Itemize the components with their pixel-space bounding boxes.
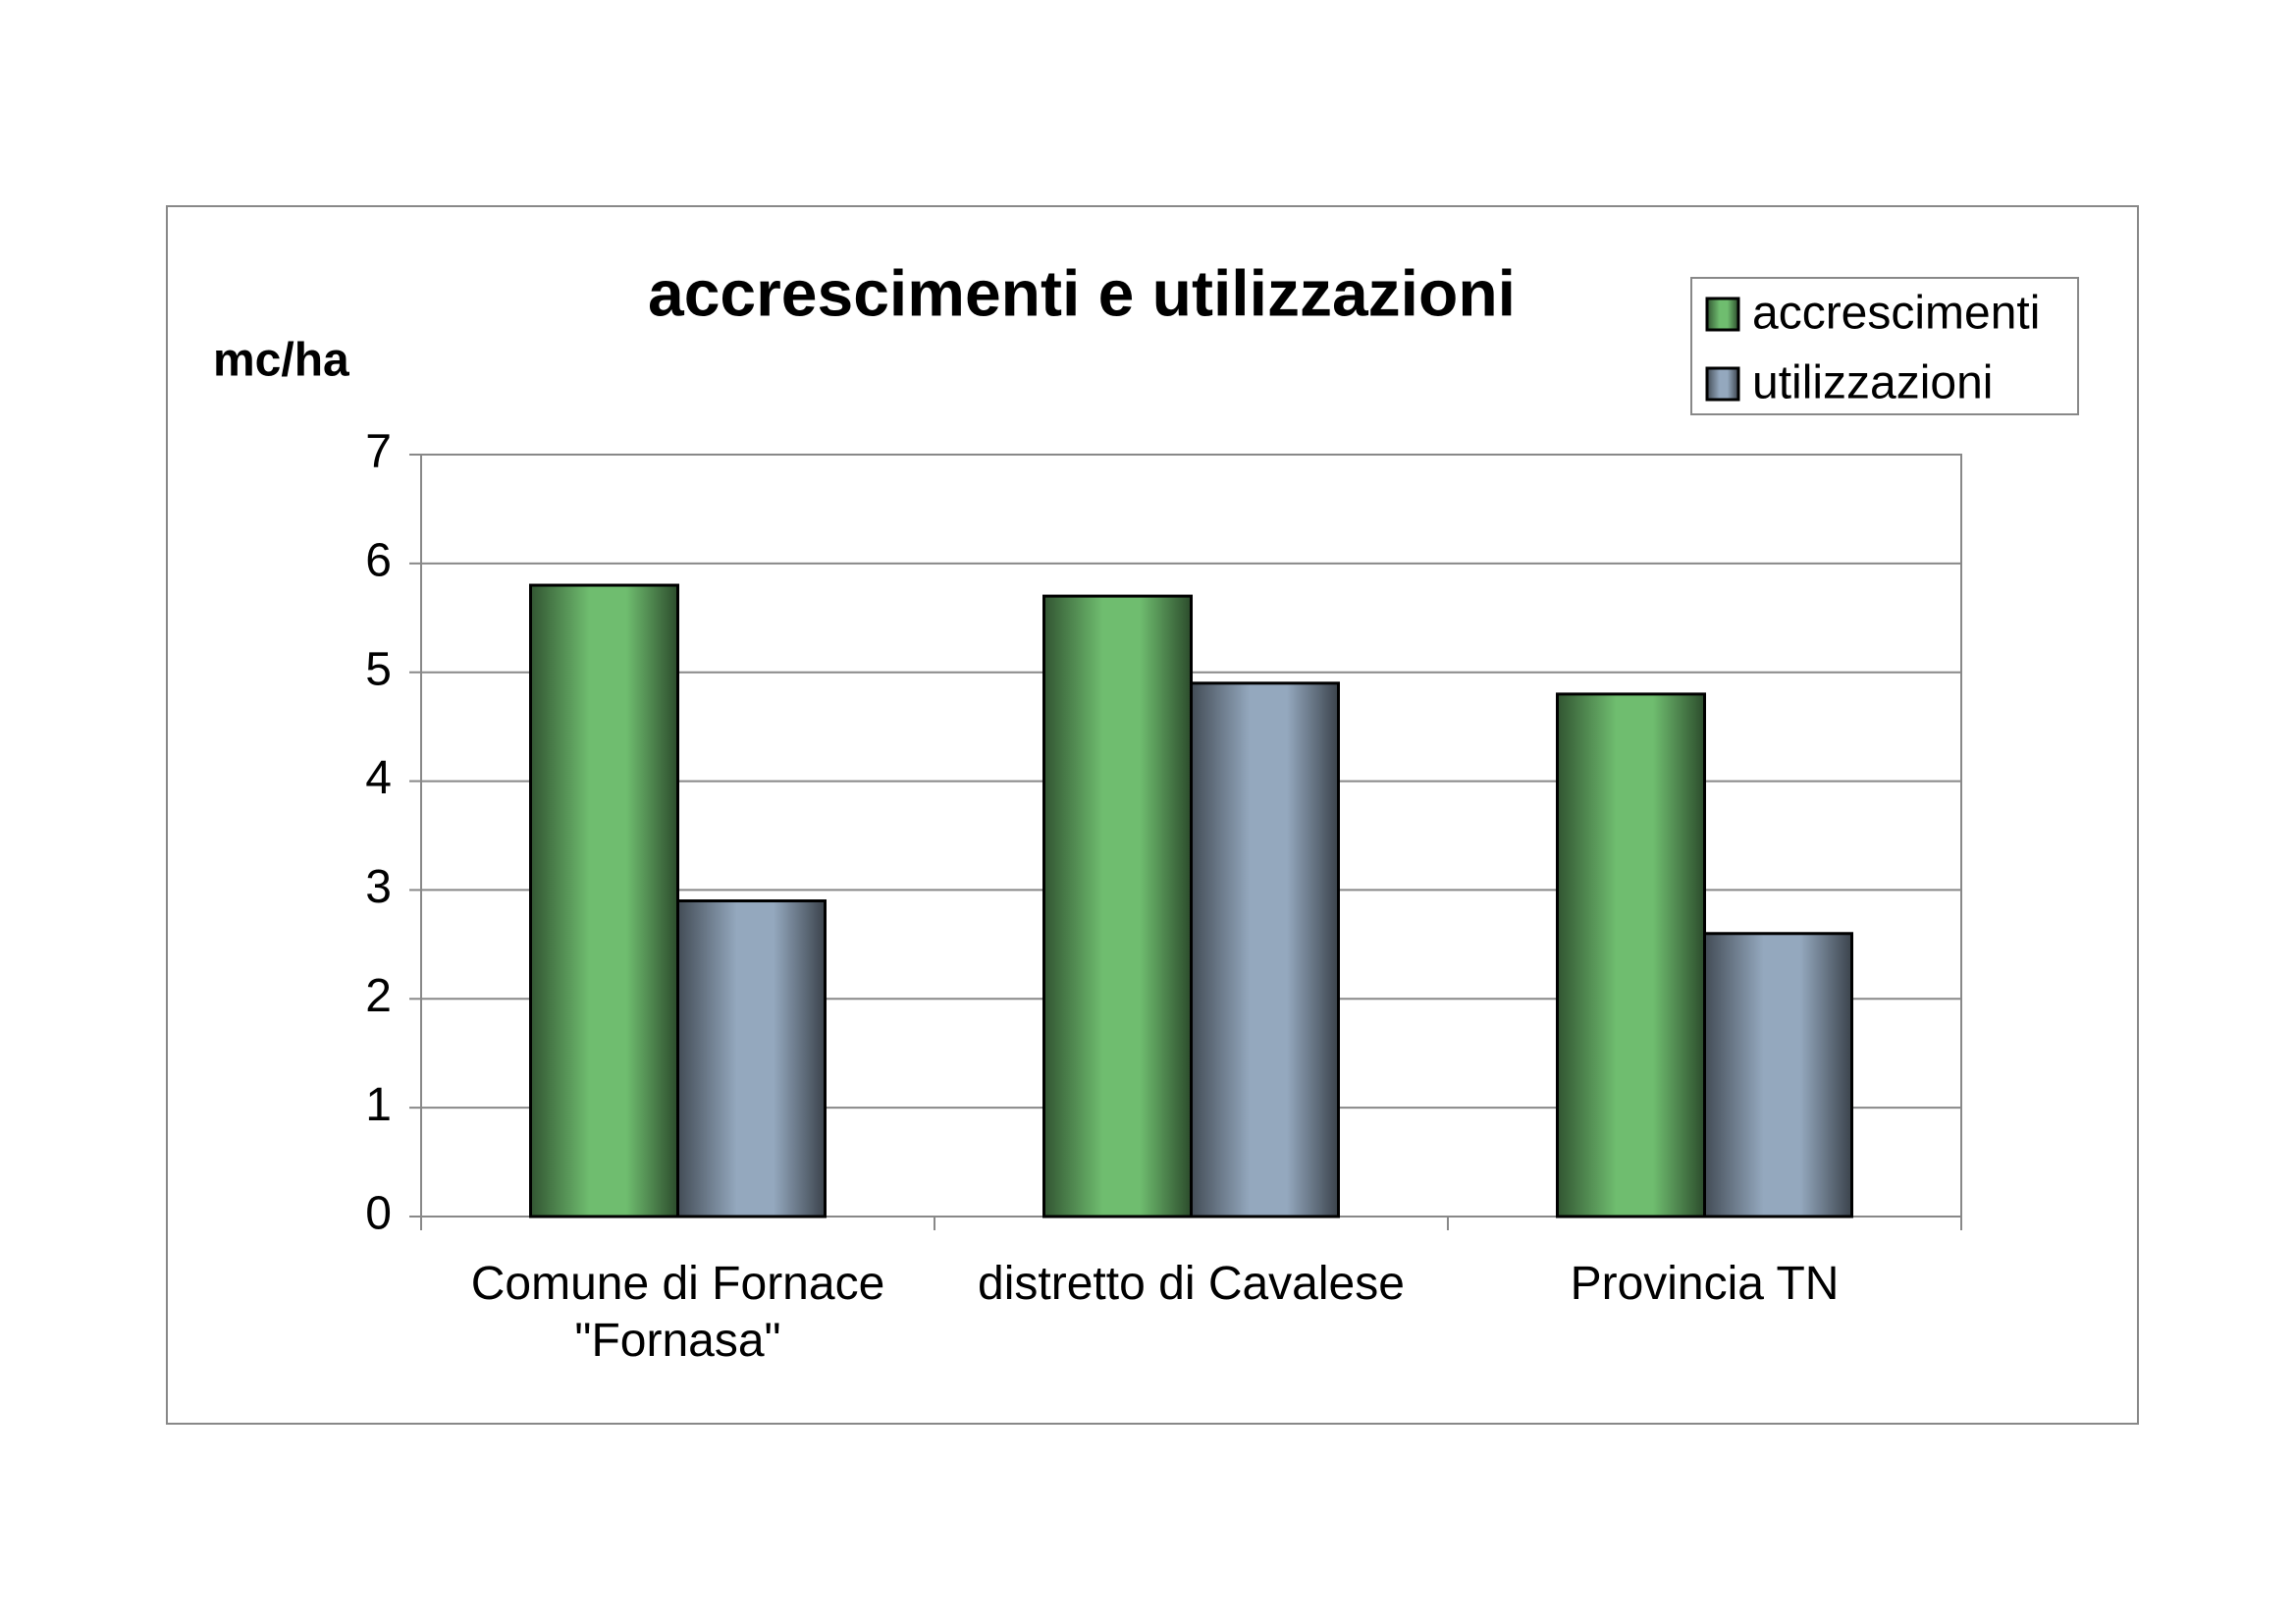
- y-tick-label: 5: [365, 643, 392, 695]
- y-tick-label: 3: [365, 861, 392, 913]
- legend-box: [1690, 277, 2079, 415]
- x-tick-label-line: Provincia TN: [1571, 1258, 1840, 1310]
- bar: [1556, 692, 1706, 1218]
- chart-title: accrescimenti e utilizzazioni: [648, 256, 1516, 329]
- x-tick-label: distretto di Cavalese: [978, 1258, 1405, 1310]
- legend-label: accrescimenti: [1752, 288, 2040, 340]
- bar: [1042, 594, 1193, 1218]
- y-tick-label: 2: [365, 970, 392, 1022]
- y-tick-label: 0: [365, 1188, 392, 1240]
- x-tick-label: Comune di Fornace "Fornasa": [471, 1258, 885, 1367]
- legend-swatch: [1705, 366, 1740, 402]
- x-tick-label: Provincia TN: [1571, 1258, 1840, 1310]
- legend-swatch: [1705, 297, 1740, 332]
- x-tick-label-line: Comune di Fornace: [471, 1258, 885, 1310]
- bar: [1703, 932, 1853, 1218]
- y-axis-label: mc/ha: [213, 335, 349, 387]
- y-tick-label: 1: [365, 1079, 392, 1131]
- x-tick-label-line: distretto di Cavalese: [978, 1258, 1405, 1310]
- x-tick-label-line: "Fornasa": [574, 1315, 780, 1367]
- y-tick-label: 6: [365, 535, 392, 587]
- y-tick-label: 4: [365, 752, 392, 804]
- y-tick-label: 7: [365, 426, 392, 478]
- bar: [529, 583, 679, 1218]
- bar: [676, 899, 827, 1218]
- bar: [1190, 681, 1340, 1218]
- legend-label: utilizzazioni: [1752, 357, 1993, 409]
